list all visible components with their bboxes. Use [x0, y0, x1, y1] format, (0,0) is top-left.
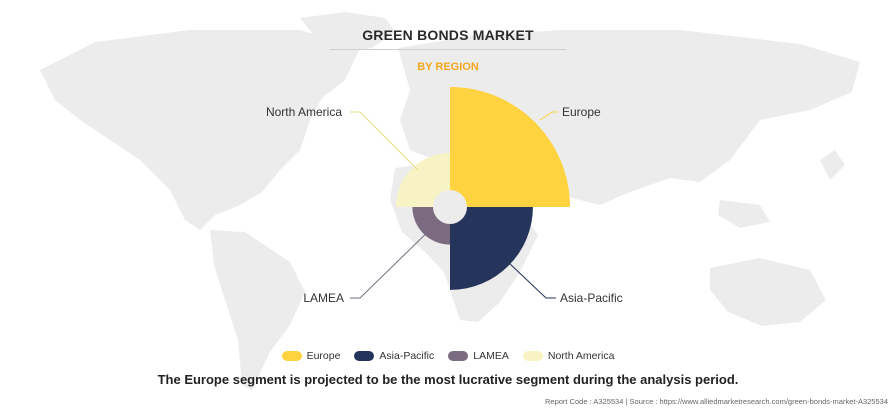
legend-swatch-europe [281, 351, 302, 361]
legend-label-north-america: North America [547, 350, 615, 362]
chart-caption: The Europe segment is projected to be th… [157, 372, 739, 387]
leader-line-asia-pacific [507, 261, 556, 299]
legend-label-europe: Europe [306, 350, 341, 362]
leader-line-europe [539, 111, 558, 121]
report-footer: Report Code : A325534 | Source : https:/… [545, 397, 888, 406]
legend-swatch-north-america [522, 351, 543, 361]
chart-title: GREEN BONDS MARKET [362, 27, 534, 43]
legend-item-asia-pacific[interactable]: Asia-Pacific [354, 350, 434, 362]
legend-item-north-america[interactable]: North America [522, 350, 615, 362]
leader-line-lamea [350, 221, 439, 299]
slice-label-europe: Europe [562, 105, 601, 119]
report-code: Report Code : A325534 [544, 397, 624, 406]
rose-slice-asia-pacific[interactable] [450, 207, 533, 290]
chart-subtitle: BY REGION [417, 61, 479, 73]
legend-label-lamea: LAMEA [473, 350, 509, 362]
rose-slice-north-america[interactable] [395, 152, 450, 207]
rose-slice-lamea[interactable] [412, 207, 450, 245]
legend-swatch-lamea [448, 351, 469, 361]
source-note: Source : https://www.alliedmarketresearc… [629, 397, 888, 406]
rose-slice-europe[interactable] [450, 87, 570, 207]
title-divider [330, 49, 566, 50]
chart-legend: Europe Asia-Pacific LAMEA North America [0, 350, 896, 362]
legend-item-lamea[interactable]: LAMEA [448, 350, 509, 362]
legend-label-asia-pacific: Asia-Pacific [379, 350, 435, 362]
slice-label-lamea: LAMEA [303, 291, 344, 305]
legend-item-europe[interactable]: Europe [281, 350, 341, 362]
footer-separator: | [625, 397, 628, 406]
legend-swatch-asia-pacific [354, 351, 375, 361]
slice-label-north-america: North America [266, 105, 342, 119]
leader-line-north-america [350, 111, 419, 171]
slice-label-asia-pacific: Asia-Pacific [560, 291, 623, 305]
